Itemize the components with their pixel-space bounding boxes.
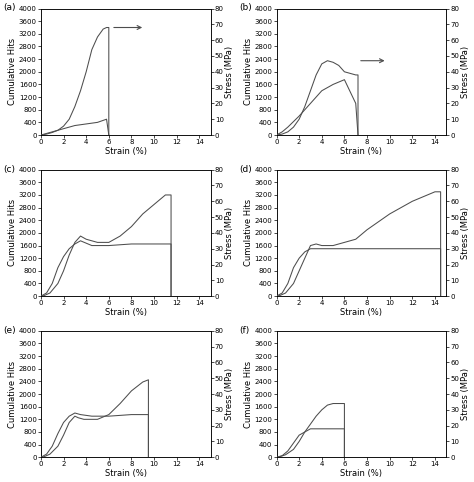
Text: (d): (d) [239, 165, 252, 174]
X-axis label: Strain (%): Strain (%) [105, 308, 147, 317]
X-axis label: Strain (%): Strain (%) [340, 308, 383, 317]
Y-axis label: Stress (MPa): Stress (MPa) [461, 368, 470, 420]
X-axis label: Strain (%): Strain (%) [340, 469, 383, 478]
X-axis label: Strain (%): Strain (%) [105, 469, 147, 478]
Y-axis label: Cumulative Hits: Cumulative Hits [9, 200, 18, 267]
Y-axis label: Stress (MPa): Stress (MPa) [461, 207, 470, 259]
Y-axis label: Cumulative Hits: Cumulative Hits [9, 38, 18, 106]
Y-axis label: Stress (MPa): Stress (MPa) [461, 46, 470, 98]
Y-axis label: Stress (MPa): Stress (MPa) [225, 207, 234, 259]
Text: (a): (a) [3, 3, 16, 13]
Y-axis label: Cumulative Hits: Cumulative Hits [244, 200, 253, 267]
Text: (c): (c) [3, 165, 16, 174]
Text: (b): (b) [239, 3, 252, 13]
Text: (e): (e) [3, 326, 16, 335]
Y-axis label: Cumulative Hits: Cumulative Hits [9, 361, 18, 428]
X-axis label: Strain (%): Strain (%) [340, 147, 383, 156]
Y-axis label: Cumulative Hits: Cumulative Hits [244, 361, 253, 428]
Y-axis label: Cumulative Hits: Cumulative Hits [244, 38, 253, 106]
X-axis label: Strain (%): Strain (%) [105, 147, 147, 156]
Y-axis label: Stress (MPa): Stress (MPa) [225, 46, 234, 98]
Text: (f): (f) [239, 326, 249, 335]
Y-axis label: Stress (MPa): Stress (MPa) [225, 368, 234, 420]
